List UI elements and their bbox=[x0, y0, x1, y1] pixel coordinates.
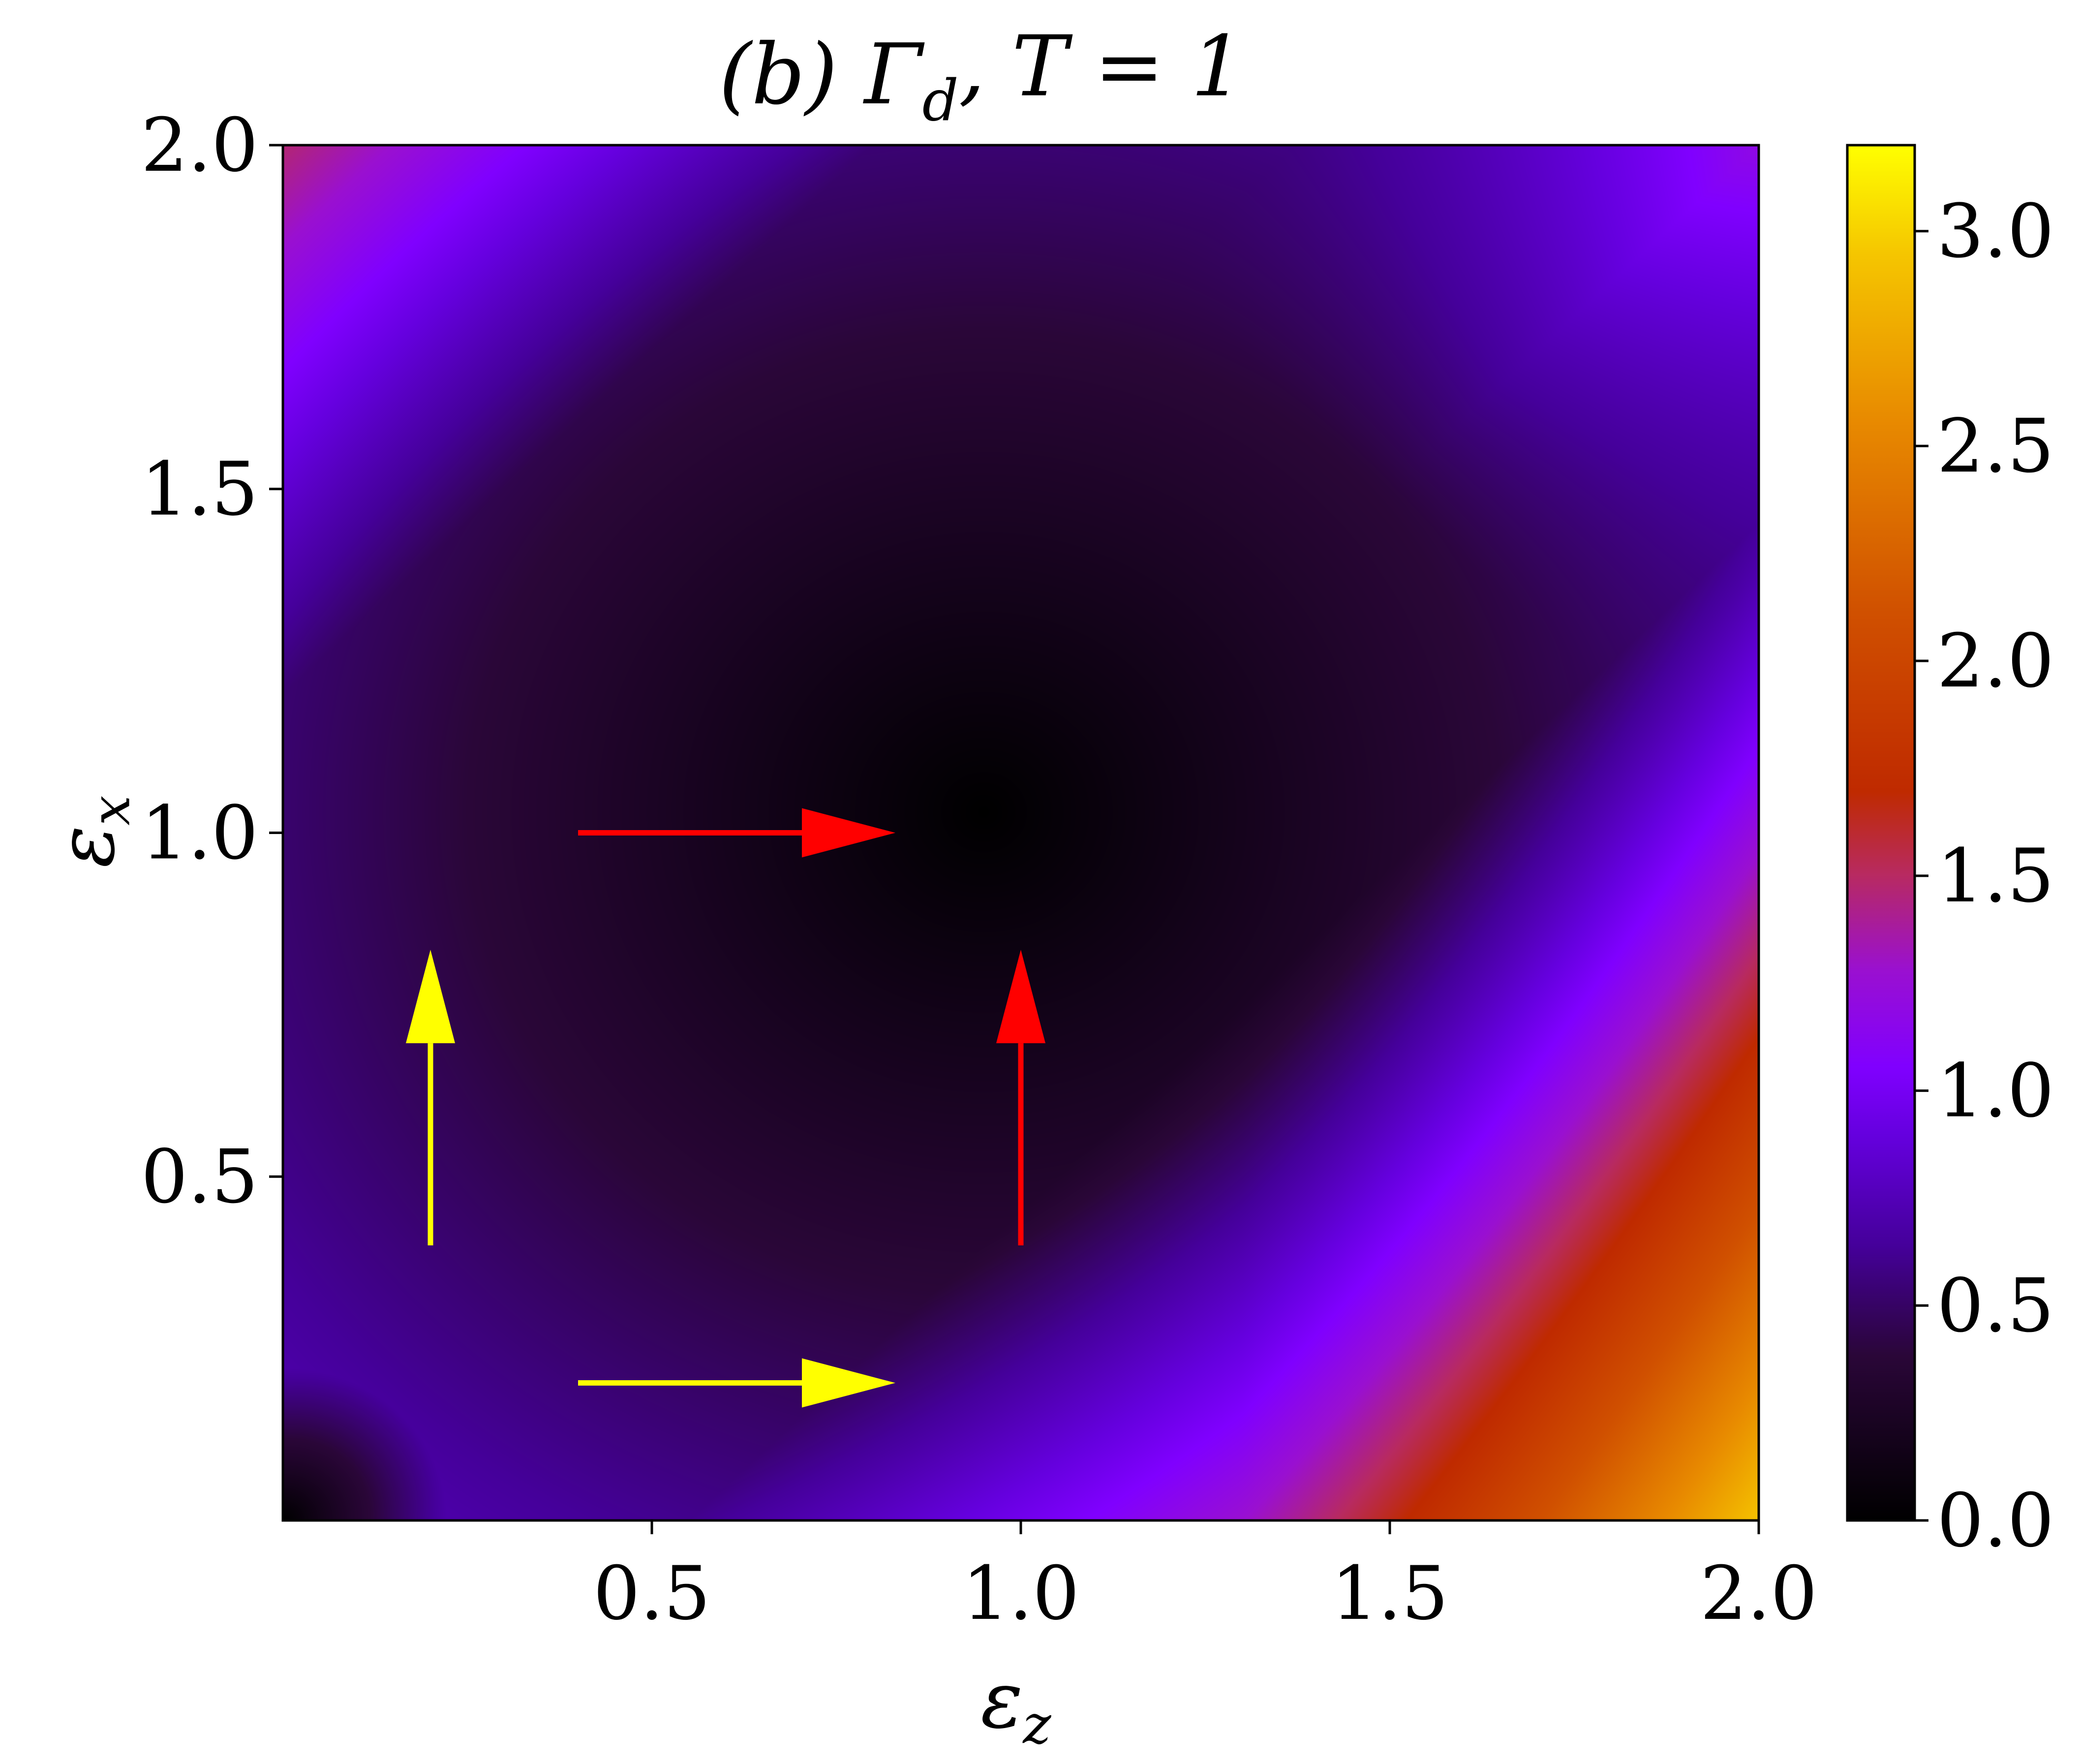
heatmap-image bbox=[283, 145, 1759, 1520]
x-tick-label: 2.0 bbox=[1700, 1551, 1818, 1637]
y-axis-label: εx bbox=[40, 795, 142, 867]
x-tick-label: 1.0 bbox=[962, 1551, 1080, 1637]
colorbar: 0.0 0.5 1.0 1.5 2.0 2.5 3.0 bbox=[1846, 144, 2054, 1564]
y-tick-label: 2.0 bbox=[141, 103, 258, 188]
arrow-1 bbox=[406, 950, 455, 1245]
x-tick-label: 0.5 bbox=[593, 1551, 711, 1637]
x-axis: 0.5 1.0 1.5 2.0 bbox=[593, 1520, 1818, 1637]
colorbar-tick-label: 1.0 bbox=[1937, 1049, 2054, 1134]
colorbar-tick-label: 0.0 bbox=[1937, 1478, 2054, 1564]
x-tick-label: 1.5 bbox=[1331, 1551, 1449, 1637]
colorbar-tick-label: 1.5 bbox=[1937, 834, 2054, 919]
arrow-4 bbox=[996, 950, 1045, 1245]
x-axis-label: εz bbox=[980, 1654, 1051, 1756]
y-tick-label: 0.5 bbox=[141, 1134, 258, 1220]
y-tick-label: 1.0 bbox=[141, 791, 258, 876]
colorbar-tick-label: 3.0 bbox=[1937, 189, 2054, 275]
colorbar-tick-label: 2.5 bbox=[1937, 403, 2054, 489]
y-tick-label: 1.5 bbox=[141, 447, 258, 532]
y-axis: 0.5 1.0 1.5 2.0 bbox=[141, 103, 283, 1220]
colorbar-gradient bbox=[1846, 144, 1916, 1522]
colorbar-tick-label: 2.0 bbox=[1937, 619, 2054, 704]
arrow-2 bbox=[578, 1358, 895, 1408]
arrow-3 bbox=[578, 808, 895, 858]
plot-area bbox=[281, 144, 1760, 1522]
chart-title: (b) Γd, T = 1 bbox=[719, 18, 1244, 134]
colorbar-tick-label: 0.5 bbox=[1937, 1263, 2054, 1349]
